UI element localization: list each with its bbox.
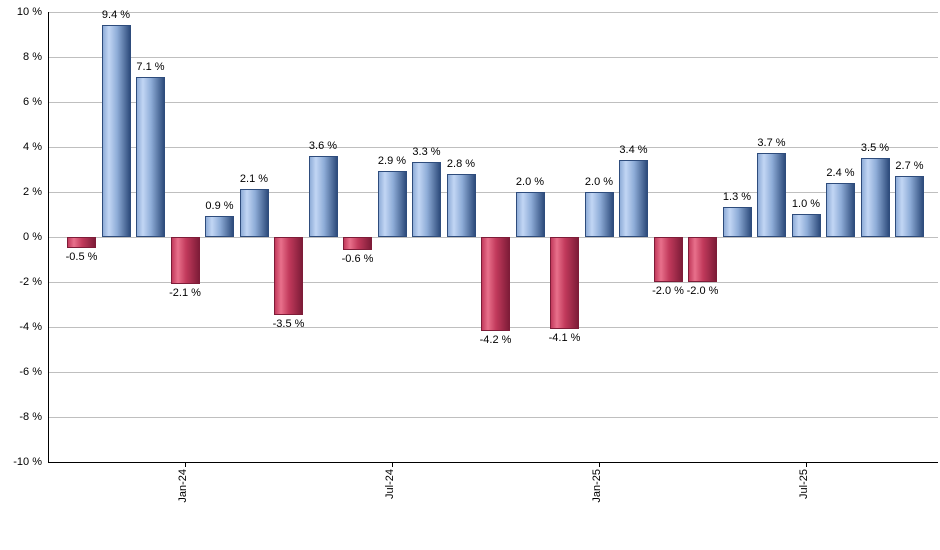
x-axis-tick-label: Jan-24 bbox=[177, 468, 189, 503]
h-gridline bbox=[48, 11, 938, 13]
chart-bar[interactable] bbox=[239, 189, 269, 237]
bar-value-label: -3.5 % bbox=[272, 318, 305, 331]
chart-bar[interactable] bbox=[515, 191, 545, 237]
y-axis-tick-label: -6 % bbox=[19, 365, 42, 378]
chart-bar[interactable] bbox=[653, 236, 683, 282]
bar-value-label: 2.0 % bbox=[584, 175, 614, 188]
bar-value-label: 2.0 % bbox=[515, 175, 545, 188]
chart-bar[interactable] bbox=[757, 153, 786, 237]
x-axis-tick bbox=[598, 461, 600, 467]
y-axis-tick-label: 10 % bbox=[16, 5, 42, 18]
h-gridline bbox=[48, 371, 938, 373]
bar-value-label: 1.0 % bbox=[791, 198, 821, 210]
chart-bar[interactable] bbox=[101, 25, 131, 237]
y-axis-tick-label: -2 % bbox=[19, 275, 42, 288]
chart-bar[interactable] bbox=[860, 157, 890, 237]
y-axis-line bbox=[48, 11, 49, 462]
chart-bar[interactable] bbox=[170, 236, 200, 284]
x-axis-tick-label: Jul-24 bbox=[384, 468, 396, 499]
y-axis-tick-label: -10 % bbox=[13, 455, 42, 468]
chart-bar[interactable] bbox=[274, 236, 303, 316]
chart-bar[interactable] bbox=[584, 191, 614, 237]
x-axis-tick bbox=[184, 461, 186, 467]
chart-bar[interactable] bbox=[722, 207, 752, 237]
h-gridline bbox=[48, 101, 938, 103]
chart-bar[interactable] bbox=[343, 236, 372, 250]
chart-bar[interactable] bbox=[826, 182, 855, 237]
bar-value-label: -4.1 % bbox=[548, 331, 581, 344]
chart-bar[interactable] bbox=[205, 216, 234, 237]
x-axis-tick bbox=[805, 461, 807, 467]
chart-bar[interactable] bbox=[619, 160, 648, 237]
bar-value-label: 3.7 % bbox=[757, 137, 786, 150]
x-axis-tick-label: Jan-25 bbox=[591, 468, 603, 503]
bar-value-label: 9.4 % bbox=[101, 9, 131, 21]
y-axis-tick-label: 4 % bbox=[23, 140, 42, 153]
bar-value-label: 2.1 % bbox=[239, 173, 269, 186]
chart-bar[interactable] bbox=[688, 236, 717, 282]
bar-value-label: 3.3 % bbox=[412, 146, 441, 159]
y-axis-tick-label: -4 % bbox=[19, 320, 42, 333]
bar-value-label: 3.4 % bbox=[619, 144, 648, 156]
chart-bar[interactable] bbox=[550, 236, 579, 329]
bar-value-label: 7.1 % bbox=[136, 60, 165, 73]
bar-value-label: 1.3 % bbox=[722, 191, 752, 204]
chart-bar[interactable] bbox=[446, 173, 476, 237]
chart-bar[interactable] bbox=[136, 76, 165, 237]
x-axis-tick bbox=[391, 461, 393, 467]
bar-value-label: 2.7 % bbox=[895, 159, 924, 172]
chart-bar[interactable] bbox=[895, 175, 924, 237]
h-gridline bbox=[48, 191, 938, 193]
bar-value-label: 0.9 % bbox=[205, 200, 234, 213]
chart-bar[interactable] bbox=[412, 162, 441, 237]
bar-value-label: -2.0 % bbox=[652, 284, 684, 297]
chart-bar[interactable] bbox=[481, 236, 510, 331]
bar-value-label: -4.2 % bbox=[479, 334, 512, 346]
bar-value-label: 3.6 % bbox=[308, 139, 338, 152]
h-gridline bbox=[48, 416, 938, 418]
chart-bar[interactable] bbox=[67, 236, 96, 248]
chart-bar[interactable] bbox=[308, 155, 338, 237]
bar-value-label: 2.9 % bbox=[377, 155, 407, 168]
chart-bar[interactable] bbox=[791, 214, 821, 237]
bar-value-label: 2.4 % bbox=[826, 166, 855, 179]
bar-value-label: -2.0 % bbox=[686, 284, 719, 297]
bar-value-label: -0.6 % bbox=[341, 253, 374, 265]
bar-value-label: -2.1 % bbox=[169, 286, 201, 299]
y-axis-tick-label: -8 % bbox=[19, 410, 42, 423]
bar-value-label: 2.8 % bbox=[446, 157, 476, 170]
y-axis-tick-label: 2 % bbox=[23, 185, 42, 198]
h-gridline bbox=[48, 56, 938, 58]
x-axis-line bbox=[48, 461, 938, 463]
h-gridline bbox=[48, 146, 938, 148]
y-axis-tick-label: 6 % bbox=[23, 95, 42, 108]
bar-value-label: 3.5 % bbox=[860, 141, 890, 154]
x-axis-tick-label: Jul-25 bbox=[798, 468, 810, 499]
bar-value-label: -0.5 % bbox=[65, 250, 98, 263]
chart-bar[interactable] bbox=[377, 171, 407, 237]
y-axis-tick-label: 0 % bbox=[23, 230, 42, 243]
y-axis-tick-label: 8 % bbox=[23, 50, 42, 63]
